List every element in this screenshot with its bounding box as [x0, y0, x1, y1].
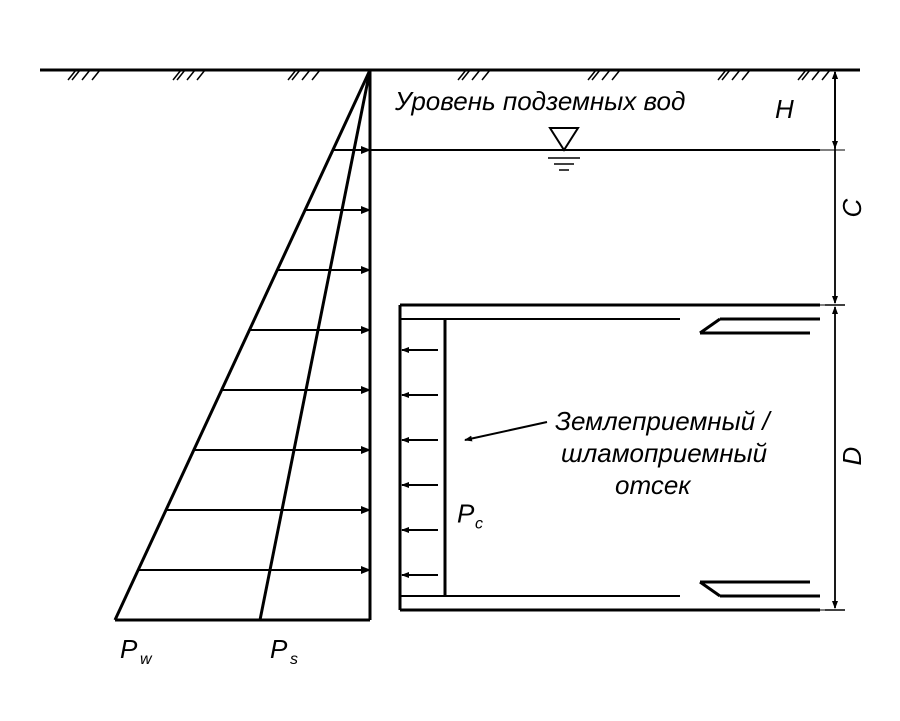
pc-label: P [457, 499, 475, 529]
pc-sub: c [475, 516, 483, 533]
ps-sub: s [290, 651, 298, 668]
label-D: D [837, 447, 867, 466]
compartment-leader [465, 422, 547, 440]
label-C: C [837, 199, 867, 218]
compartment-label-2: шламоприемный [561, 438, 767, 468]
ps-hypotenuse [260, 70, 370, 620]
pw-label: P [120, 634, 138, 664]
pw-hypotenuse [115, 70, 370, 620]
compartment-label-1: Землеприемный / [555, 406, 772, 436]
pw-sub: w [140, 651, 153, 668]
water-symbol [550, 128, 578, 150]
diagram-svg: Уровень подземных водPwPsPcЗемлеприемный… [0, 0, 900, 721]
groundwater-label: Уровень подземных вод [394, 86, 685, 116]
compartment-label-3: отсек [615, 470, 692, 500]
ps-label: P [270, 634, 288, 664]
label-H: H [775, 94, 794, 124]
